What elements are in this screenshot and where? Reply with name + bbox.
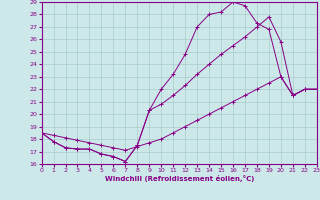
X-axis label: Windchill (Refroidissement éolien,°C): Windchill (Refroidissement éolien,°C) [105, 175, 254, 182]
